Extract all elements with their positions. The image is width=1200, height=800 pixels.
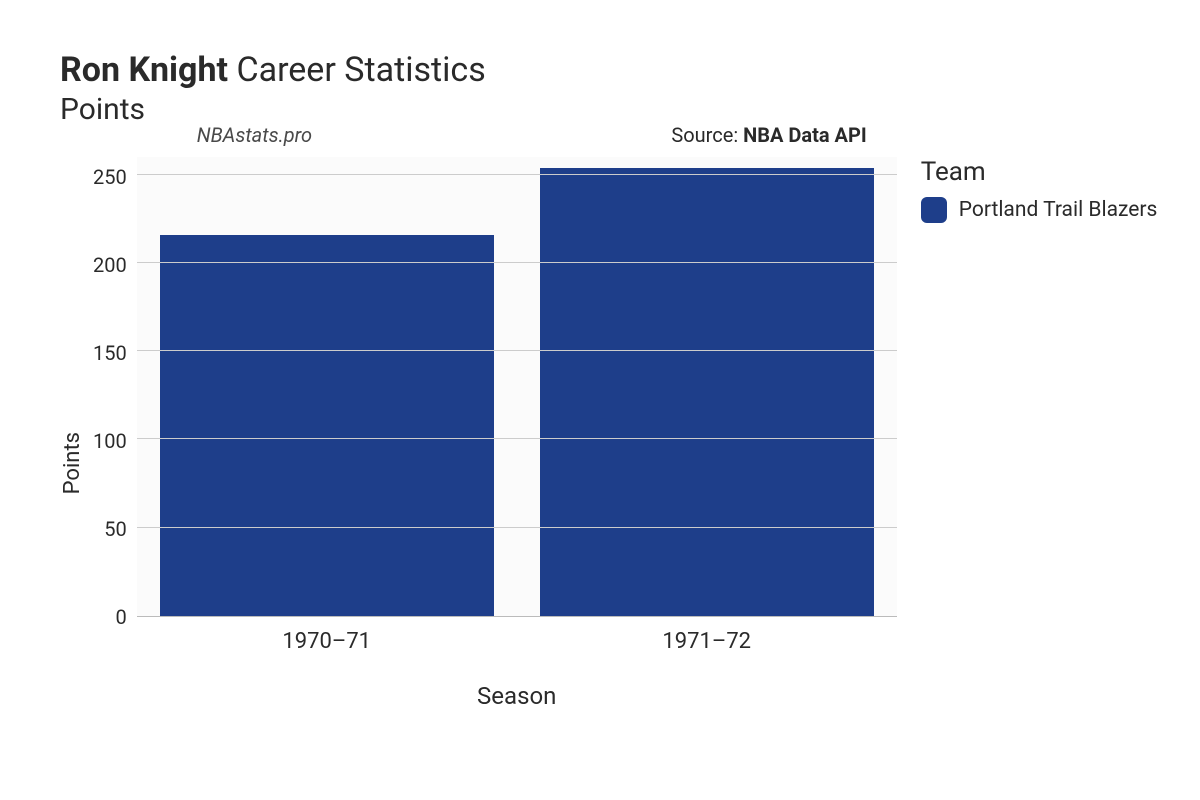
x-tick: 1970–71 (137, 629, 517, 654)
grid-line (137, 438, 897, 439)
chart-row: Points 250 200 150 100 50 0 NBAstats.pro Sour… (60, 157, 1160, 710)
legend-items: Portland Trail Blazers (921, 197, 1158, 223)
title-block: Ron Knight Career Statistics Points (60, 50, 1160, 127)
title-rest: Career Statistics (228, 50, 486, 90)
y-tick: 200 (93, 255, 127, 275)
bar (540, 168, 874, 616)
legend: Team Portland Trail Blazers (921, 157, 1158, 223)
y-tick: 100 (93, 431, 127, 451)
grid-line (137, 262, 897, 263)
legend-label: Portland Trail Blazers (959, 198, 1158, 222)
x-tick: 1971–72 (517, 629, 897, 654)
bar-slot (517, 157, 897, 616)
chart-container: Ron Knight Career Statistics Points Poin… (0, 0, 1200, 800)
plot-wrap: NBAstats.pro Source: NBA Data API 1970–7… (137, 157, 897, 710)
watermark: NBAstats.pro (197, 123, 312, 147)
grid-line (137, 527, 897, 528)
y-tick: 50 (104, 519, 126, 539)
bar (160, 235, 494, 616)
annotation-row: NBAstats.pro Source: NBA Data API (137, 123, 897, 147)
y-axis-label: Points (60, 372, 85, 494)
grid-line (137, 174, 897, 175)
source-attribution: Source: NBA Data API (671, 123, 866, 147)
bars-layer (137, 157, 897, 616)
legend-swatch (921, 197, 947, 223)
x-axis-ticks: 1970–711971–72 (137, 629, 897, 654)
y-tick: 250 (93, 167, 127, 187)
y-tick: 0 (115, 607, 126, 627)
legend-item: Portland Trail Blazers (921, 197, 1158, 223)
y-tick: 150 (93, 343, 127, 363)
grid-line (137, 350, 897, 351)
bar-slot (137, 157, 517, 616)
x-axis-label: Season (137, 682, 897, 710)
source-name: NBA Data API (743, 123, 867, 147)
plot-area (137, 157, 897, 617)
source-prefix: Source: (671, 123, 743, 147)
y-axis-ticks: 250200150100500 (93, 157, 137, 617)
chart-title: Ron Knight Career Statistics (60, 50, 1160, 90)
title-player-name: Ron Knight (60, 50, 228, 90)
legend-title: Team (921, 157, 1158, 187)
chart-subtitle: Points (60, 92, 1160, 127)
